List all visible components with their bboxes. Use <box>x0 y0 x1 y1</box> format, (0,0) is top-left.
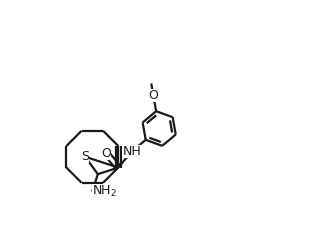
Text: NH$_2$: NH$_2$ <box>92 184 117 199</box>
Text: S: S <box>81 150 89 163</box>
Text: NH: NH <box>122 145 141 158</box>
Text: O: O <box>148 89 158 102</box>
Text: O: O <box>102 147 111 160</box>
